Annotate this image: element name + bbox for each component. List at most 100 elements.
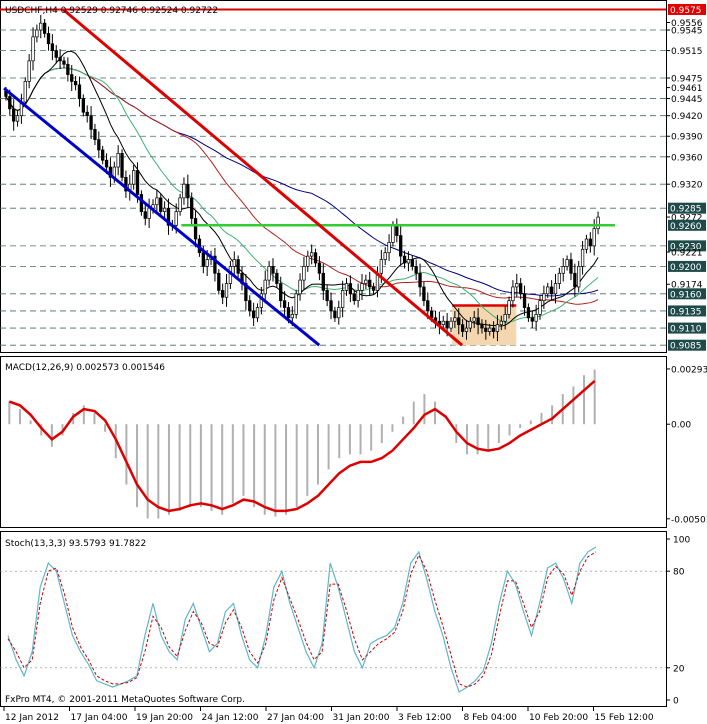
price-axis-label: 0.9515 bbox=[671, 47, 703, 57]
candle-body-down bbox=[333, 310, 337, 319]
candle bbox=[294, 289, 298, 319]
candle-body-up bbox=[561, 266, 565, 274]
price-axis-label: 0.9272 bbox=[671, 214, 703, 224]
candle-body-down bbox=[251, 310, 256, 319]
candle bbox=[596, 211, 600, 235]
candle bbox=[313, 248, 318, 268]
price-badge bbox=[668, 219, 706, 231]
candle-body-down bbox=[166, 207, 171, 226]
candle bbox=[337, 300, 341, 325]
candle bbox=[549, 280, 554, 301]
candle bbox=[364, 274, 368, 290]
candle bbox=[464, 319, 469, 340]
candle-body-down bbox=[81, 98, 85, 113]
candle bbox=[344, 278, 349, 296]
candle bbox=[402, 250, 407, 269]
candle bbox=[54, 45, 58, 63]
candle-body-up bbox=[538, 300, 542, 315]
candle-body-up bbox=[534, 314, 538, 322]
candle-body-up bbox=[31, 36, 35, 62]
candle bbox=[453, 310, 457, 329]
price-axis-label: 0.9260 bbox=[670, 222, 702, 232]
candle bbox=[368, 271, 372, 296]
candle bbox=[39, 14, 43, 39]
candle-body-down bbox=[135, 170, 140, 195]
candle-body-down bbox=[484, 327, 488, 332]
candle-body-down bbox=[201, 252, 205, 267]
candle bbox=[182, 177, 186, 205]
candle-body-up bbox=[131, 170, 136, 185]
candle-body-up bbox=[565, 259, 569, 267]
candle bbox=[484, 319, 488, 340]
candle-body-down bbox=[62, 60, 66, 65]
price-axis-label: 0.9221 bbox=[671, 249, 703, 259]
candle bbox=[526, 303, 531, 322]
price-axis-label: 0.9475 bbox=[671, 74, 703, 84]
candle-body-down bbox=[429, 310, 434, 319]
price-axis-label: 0.9575 bbox=[670, 6, 702, 16]
candle bbox=[333, 306, 337, 322]
candle-body-up bbox=[580, 248, 585, 267]
candle-body-up bbox=[310, 252, 314, 257]
stoch-main-line bbox=[7, 546, 597, 693]
candle bbox=[360, 273, 364, 300]
ma-green-line bbox=[5, 67, 599, 323]
time-axis-label: 31 Jan 20:00 bbox=[333, 713, 390, 723]
candle-body-down bbox=[476, 317, 480, 325]
candle bbox=[460, 319, 465, 337]
candle bbox=[162, 201, 167, 219]
candle-body-down bbox=[414, 266, 418, 274]
time-axis-label: 17 Jan 04:00 bbox=[71, 713, 128, 723]
candle-body-down bbox=[124, 176, 128, 192]
candle-body-up bbox=[27, 60, 31, 82]
candle-body-down bbox=[42, 22, 47, 34]
stoch-axis-label: 0 bbox=[673, 697, 679, 707]
price-axis-label: 0.9160 bbox=[670, 290, 702, 300]
candle bbox=[236, 255, 240, 278]
candle bbox=[213, 247, 217, 282]
candle-body-up bbox=[364, 279, 368, 284]
candle-body-up bbox=[453, 317, 457, 322]
stoch-signal-line bbox=[7, 551, 597, 688]
price-axis-label: 0.9445 bbox=[671, 95, 703, 105]
candle-body-down bbox=[395, 224, 399, 236]
candle-body-down bbox=[371, 286, 376, 291]
candle-body-up bbox=[488, 327, 492, 332]
candle bbox=[124, 170, 128, 198]
candle-body-down bbox=[325, 290, 329, 302]
price-badge bbox=[668, 288, 706, 300]
candle bbox=[85, 105, 89, 123]
macd-panel-frame bbox=[0, 356, 667, 528]
candle bbox=[248, 295, 252, 317]
candle bbox=[503, 306, 507, 330]
price-axis-label: 0.9285 bbox=[670, 205, 702, 215]
candle-body-down bbox=[460, 324, 465, 332]
candle bbox=[321, 263, 325, 300]
macd-panel: 0.002931 0.00 -0.005018 bbox=[8, 365, 707, 525]
candle-body-down bbox=[588, 238, 592, 247]
candle-body-up bbox=[507, 300, 511, 315]
candle-body-down bbox=[282, 300, 287, 308]
candle bbox=[329, 292, 333, 320]
candle-body-up bbox=[162, 207, 167, 212]
price-badge bbox=[668, 240, 706, 252]
candle bbox=[77, 76, 82, 107]
candle bbox=[383, 247, 387, 266]
candle-body-up bbox=[155, 197, 159, 206]
chart-header: USDCHF,H4 0.92529 0.92746 0.92524 0.9272… bbox=[5, 6, 218, 16]
candle bbox=[143, 204, 147, 226]
candle-body-down bbox=[50, 43, 55, 51]
candle bbox=[166, 198, 171, 235]
candle-body-up bbox=[302, 266, 306, 281]
candle bbox=[155, 189, 159, 213]
candle-body-down bbox=[221, 290, 225, 298]
candle-body-down bbox=[12, 108, 16, 122]
candle-body-down bbox=[573, 272, 577, 288]
candle-body-down bbox=[93, 129, 97, 141]
candle-body-up bbox=[360, 283, 364, 291]
candle bbox=[352, 289, 356, 305]
candle-body-down bbox=[190, 197, 194, 219]
candle bbox=[340, 280, 345, 318]
candle-body-down bbox=[97, 139, 101, 151]
